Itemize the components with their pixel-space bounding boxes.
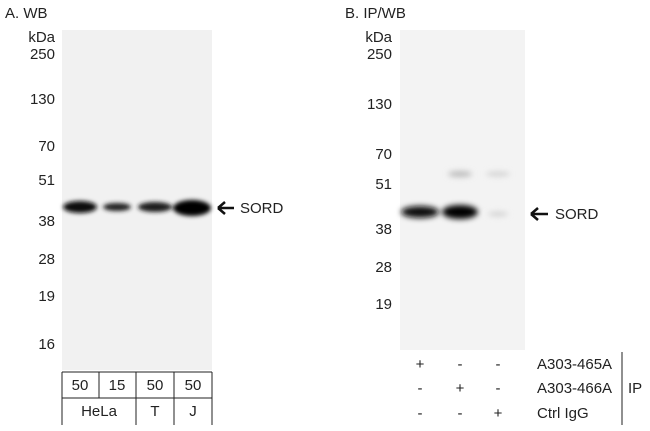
marker-label: 38 (375, 221, 392, 238)
arrow (530, 207, 548, 221)
ip-sign: + (416, 356, 425, 373)
ip-sign: - (418, 380, 423, 397)
antibody-label: A303-466A (537, 380, 612, 397)
band (488, 212, 508, 216)
lane-table (61, 371, 213, 425)
band (486, 172, 510, 176)
band-label: SORD (555, 206, 599, 223)
marker-label: 51 (375, 176, 392, 193)
ip-sign: - (496, 356, 501, 373)
panel-label: A. WB (5, 5, 48, 22)
lane-amount: 15 (109, 377, 126, 394)
ip-sign: + (494, 405, 503, 422)
ip-sign: - (418, 405, 423, 422)
band (448, 171, 472, 177)
band (442, 205, 478, 219)
band-label: SORD (240, 200, 284, 217)
ip-sign: - (458, 405, 463, 422)
ip-sign: - (496, 380, 501, 397)
ip-sign: + (456, 380, 465, 397)
marker-label: 70 (375, 146, 392, 163)
band (401, 206, 439, 218)
blot-a (62, 30, 212, 370)
marker-label: 28 (375, 259, 392, 276)
marker-label: 19 (38, 288, 55, 305)
band (63, 201, 97, 213)
marker-label: 19 (375, 296, 392, 313)
marker-label: kDa (28, 29, 55, 46)
panel-label: B. IP/WB (345, 5, 406, 22)
blot-b (400, 30, 525, 350)
marker-label: 130 (30, 91, 55, 108)
lane-amount: 50 (185, 377, 202, 394)
lane-amount: 50 (72, 377, 89, 394)
marker-label: kDa (365, 29, 392, 46)
lane-amount: 50 (147, 377, 164, 394)
marker-label: 70 (38, 138, 55, 155)
antibody-label: Ctrl IgG (537, 405, 589, 422)
band (103, 203, 131, 211)
cell-line: J (189, 403, 197, 420)
band (138, 202, 172, 212)
antibody-label: A303-465A (537, 356, 612, 373)
marker-label: 250 (367, 46, 392, 63)
ip-sign: - (458, 356, 463, 373)
marker-label: 38 (38, 213, 55, 230)
ip-label: IP (628, 380, 642, 397)
marker-label: 250 (30, 46, 55, 63)
band (173, 200, 211, 216)
marker-label: 51 (38, 172, 55, 189)
marker-label: 28 (38, 251, 55, 268)
cell-line: T (150, 403, 159, 420)
marker-label: 16 (38, 336, 55, 353)
bands-a (63, 200, 211, 216)
bands-b (401, 171, 510, 219)
cell-line: HeLa (81, 403, 118, 420)
arrow (217, 201, 234, 215)
marker-label: 130 (367, 96, 392, 113)
